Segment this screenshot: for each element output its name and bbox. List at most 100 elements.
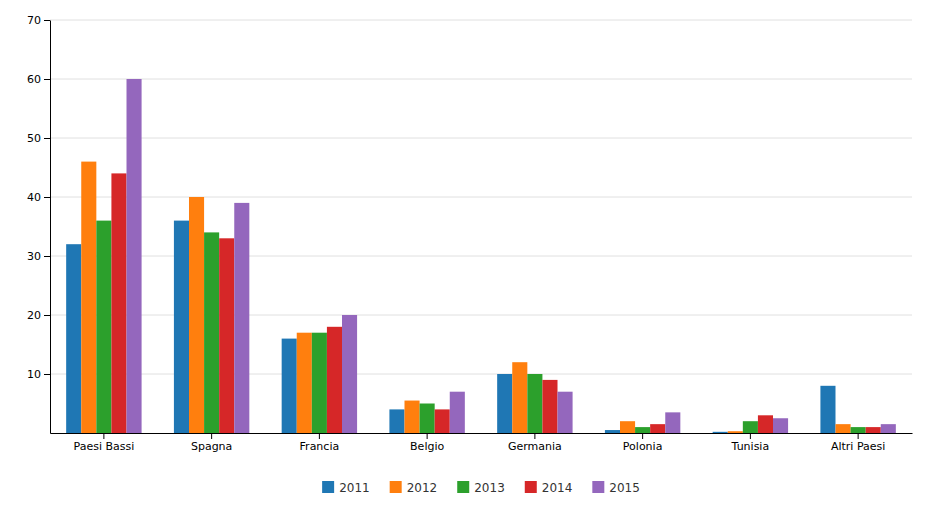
x-tick-mark [211,433,212,439]
legend-swatch [457,481,469,493]
legend-item: 2014 [525,481,573,495]
bar [665,412,680,433]
legend-swatch [525,481,537,493]
bar [620,421,635,433]
legend-item: 2015 [592,481,640,495]
bar [204,232,219,433]
bar [881,424,896,433]
bar [713,432,728,433]
bar-series [111,173,880,433]
bar [635,427,650,433]
x-tick-mark [319,433,320,439]
bars [66,79,896,433]
y-tick-label: 50 [27,132,41,145]
x-tick: Spagna [191,433,232,453]
x-tick: Altri Paesi [831,433,885,453]
legend-label: 2012 [407,481,438,495]
bar [389,409,404,433]
y-tick-label: 70 [27,14,41,27]
bar [851,427,866,433]
bar [835,424,850,433]
legend-swatch [592,481,604,493]
y-tick-label: 30 [27,250,41,263]
chart: Paesi Bassi Spagna Francia Belgio Germania Po… [0,0,932,513]
x-tick: Paesi Bassi [74,433,135,453]
x-tick-label: Germania [508,440,562,453]
legend-label: 2015 [609,481,640,495]
bar [234,203,249,433]
y-tick: 70 [27,14,50,27]
legend-label: 2014 [542,481,573,495]
bar [127,79,142,433]
legend-swatch [390,481,402,493]
bar [282,339,297,433]
bar [342,315,357,433]
bar [558,392,573,433]
axis-domain [50,21,51,434]
legend: 20112012201320142015 [322,481,640,495]
y-tick-mark [44,79,50,80]
bar [435,409,450,433]
y-tick: 10 [27,368,50,381]
bar [650,424,665,433]
bar [743,421,758,433]
y-axis: 10 20 30 40 50 60 70 [27,14,51,433]
bar [297,333,312,433]
bar [773,418,788,433]
bar [219,238,234,433]
bar [81,162,96,433]
y-tick-label: 20 [27,309,41,322]
y-tick-mark [44,256,50,257]
bar [189,197,204,433]
y-tick: 50 [27,132,50,145]
legend-item: 2012 [390,481,438,495]
x-tick-label: Francia [300,440,340,453]
bar [542,380,557,433]
bar-series [81,162,850,433]
bar [728,431,743,433]
x-tick: Francia [300,433,340,453]
bar [312,333,327,433]
x-tick-mark [858,433,859,439]
y-tick: 40 [27,191,50,204]
bar [866,427,881,433]
y-tick: 60 [27,73,50,86]
x-tick-label: Altri Paesi [831,440,885,453]
y-tick-label: 60 [27,73,41,86]
plot: Paesi Bassi Spagna Francia Belgio Germania Po… [27,14,913,453]
bar [174,221,189,433]
y-tick-mark [44,138,50,139]
x-tick-label: Polonia [623,440,663,453]
x-tick: Polonia [623,433,663,453]
bar [420,404,435,434]
y-tick-mark [44,315,50,316]
bar [497,374,512,433]
bar-series [66,221,835,433]
grid-line [50,197,912,198]
x-tick-label: Spagna [191,440,232,453]
y-tick: 30 [27,250,50,263]
bar [96,221,111,433]
x-tick: Tunisia [731,433,770,453]
grid-line [50,20,912,21]
y-tick-label: 40 [27,191,41,204]
legend-item: 2013 [457,481,505,495]
axis-domain [51,433,913,434]
bar [820,386,835,433]
y-tick-label: 10 [27,368,41,381]
y-tick-mark [44,197,50,198]
legend-label: 2013 [474,481,505,495]
x-tick-mark [103,433,104,439]
bar [111,173,126,433]
grid-line [50,138,912,139]
x-tick-mark [427,433,428,439]
grid-line [50,79,912,80]
x-tick-mark [750,433,751,439]
bar [404,401,419,433]
x-tick-label: Tunisia [731,440,770,453]
x-tick-label: Paesi Bassi [74,440,135,453]
bar [327,327,342,433]
x-tick-mark [534,433,535,439]
y-tick-mark [44,374,50,375]
x-tick: Belgio [410,433,444,453]
